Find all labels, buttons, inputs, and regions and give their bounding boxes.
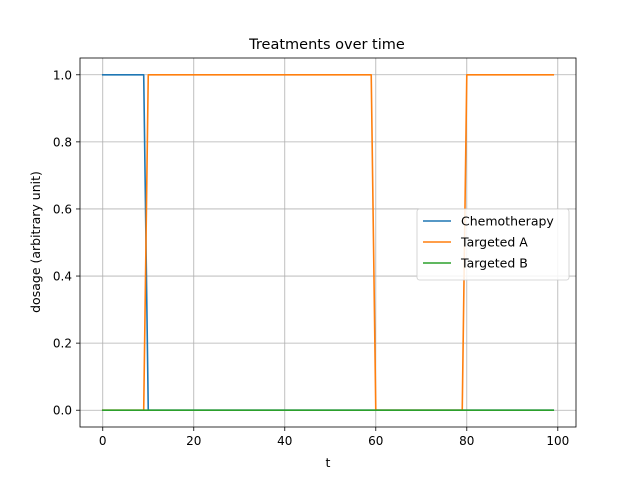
legend-box xyxy=(416,208,570,281)
y-tick-label: 0.2 xyxy=(53,337,72,351)
series-layer xyxy=(101,73,555,412)
legend-label-chemotherapy: Chemotherapy xyxy=(461,214,554,229)
y-tick-label: 0.6 xyxy=(53,202,72,216)
x-tick-label: 60 xyxy=(368,434,383,448)
y-tick-label: 0.8 xyxy=(53,135,72,149)
legend-label-targeted-b: Targeted B xyxy=(460,256,528,271)
x-axis-label: t xyxy=(326,455,331,470)
x-tick-label: 20 xyxy=(186,434,201,448)
x-tick-label: 0 xyxy=(99,434,107,448)
y-axis-label: dosage (arbitrary unit) xyxy=(28,171,43,313)
series-line-targeted-a xyxy=(101,73,555,412)
legend-label-targeted-a: Targeted A xyxy=(460,235,528,250)
chart-title: Treatments over time xyxy=(248,37,405,53)
legend: Chemotherapy Targeted A Targeted B xyxy=(416,208,570,281)
y-tick-label: 0.0 xyxy=(53,404,72,418)
axes-frame xyxy=(79,57,577,428)
x-tick-label: 40 xyxy=(277,434,292,448)
ticks: 0 20 40 60 80 100 0.0 0.2 0.4 0.6 0.8 1.0 xyxy=(53,68,569,448)
y-tick-label: 0.4 xyxy=(53,270,72,284)
x-tick-label: 100 xyxy=(546,434,569,448)
y-tick-label: 1.0 xyxy=(53,68,72,82)
x-tick-label: 80 xyxy=(459,434,474,448)
